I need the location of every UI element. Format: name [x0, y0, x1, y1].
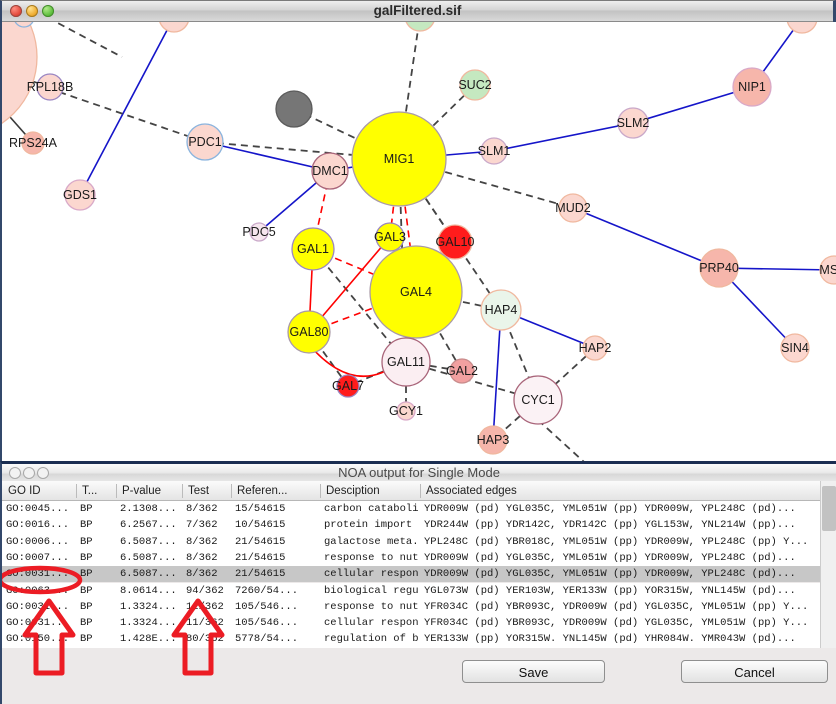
svg-text:SUC2: SUC2: [458, 78, 491, 92]
svg-text:SIN4: SIN4: [781, 341, 809, 355]
svg-text:HAP2: HAP2: [579, 341, 612, 355]
svg-text:RPL18B: RPL18B: [27, 80, 74, 94]
svg-text:GCY1: GCY1: [389, 404, 423, 418]
svg-text:GAL10: GAL10: [436, 235, 475, 249]
svg-text:RPS24A: RPS24A: [9, 136, 58, 150]
svg-text:GAL80: GAL80: [290, 325, 329, 339]
svg-text:CYC1: CYC1: [521, 393, 554, 407]
svg-text:MUD2: MUD2: [555, 201, 590, 215]
svg-text:MIG1: MIG1: [384, 152, 415, 166]
svg-text:GDS1: GDS1: [63, 188, 97, 202]
svg-text:HAP4: HAP4: [485, 303, 518, 317]
svg-text:HAP3: HAP3: [477, 433, 510, 447]
svg-text:GAL3: GAL3: [374, 230, 406, 244]
svg-text:MSI1: MSI1: [819, 263, 836, 277]
svg-text:GAL11: GAL11: [387, 355, 425, 369]
svg-text:SLM2: SLM2: [617, 116, 650, 130]
svg-text:PDC5: PDC5: [242, 225, 275, 239]
svg-text:GAL4: GAL4: [400, 285, 432, 299]
svg-text:GAL1: GAL1: [297, 242, 329, 256]
svg-text:GAL7: GAL7: [332, 379, 364, 393]
svg-text:NIP1: NIP1: [738, 80, 766, 94]
svg-text:GAL2: GAL2: [446, 364, 478, 378]
svg-text:PDC1: PDC1: [188, 135, 221, 149]
svg-text:DMC1: DMC1: [312, 164, 347, 178]
svg-text:SLM1: SLM1: [478, 144, 511, 158]
svg-text:PRP40: PRP40: [699, 261, 739, 275]
